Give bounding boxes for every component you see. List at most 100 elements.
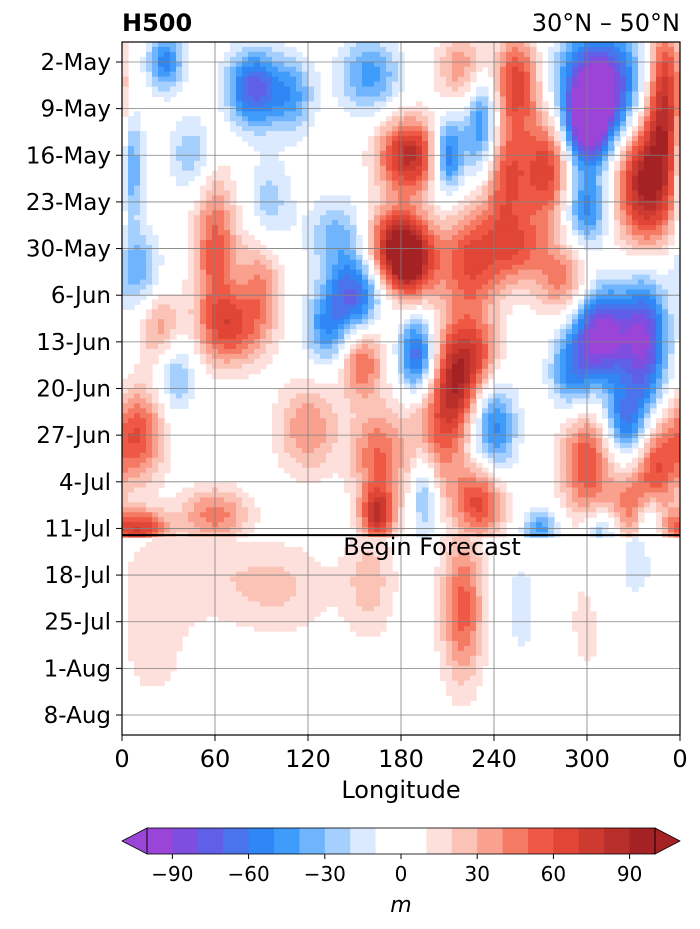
field-cell (350, 244, 357, 251)
field-cell (260, 284, 267, 291)
field-cell (140, 363, 147, 370)
field-cell (170, 393, 177, 399)
field-cell (188, 145, 195, 152)
field-cell (596, 150, 603, 157)
field-cell (536, 180, 543, 187)
field-cell (260, 116, 267, 122)
field-cell (578, 368, 585, 375)
field-cell (218, 61, 225, 68)
field-cell (542, 220, 549, 226)
field-cell (524, 269, 531, 276)
field-cell (224, 210, 231, 216)
field-cell (554, 185, 561, 192)
field-cell (422, 210, 429, 216)
field-cell (446, 353, 453, 360)
field-cell (476, 274, 483, 281)
field-cell (176, 319, 183, 325)
field-cell (386, 210, 393, 216)
field-cell (392, 180, 399, 187)
field-cell (152, 61, 159, 68)
field-cell (236, 230, 243, 236)
field-cell (410, 304, 417, 310)
field-cell (464, 56, 471, 63)
field-cell (506, 160, 513, 167)
field-cell (548, 230, 555, 236)
field-cell (500, 145, 507, 152)
field-cell (470, 230, 477, 236)
field-cell (380, 51, 387, 58)
field-cell (206, 368, 213, 375)
field-cell (524, 249, 531, 256)
field-cell (674, 141, 680, 147)
field-cell (458, 358, 465, 365)
field-cell (602, 121, 609, 127)
field-cell (500, 205, 507, 211)
field-cell (380, 190, 387, 197)
field-cell (596, 170, 603, 177)
field-cell (554, 86, 561, 93)
field-cell (674, 131, 680, 137)
field-cell (362, 51, 369, 58)
field-cell (482, 244, 489, 251)
field-cell (266, 190, 273, 197)
field-cell (668, 116, 675, 122)
field-cell (560, 274, 567, 281)
field-cell (506, 205, 513, 211)
field-cell (506, 388, 513, 395)
field-cell (422, 269, 429, 276)
field-cell (572, 61, 579, 68)
field-cell (326, 294, 333, 300)
field-cell (380, 46, 387, 53)
field-cell (434, 210, 441, 216)
field-cell (308, 220, 315, 226)
field-cell (590, 343, 597, 350)
field-cell (548, 348, 555, 355)
field-cell (608, 304, 615, 310)
field-cell (368, 220, 375, 226)
field-cell (506, 249, 513, 256)
field-cell (128, 230, 135, 236)
field-cell (602, 150, 609, 157)
field-cell (410, 180, 417, 187)
field-cell (392, 51, 399, 58)
field-cell (494, 81, 501, 88)
field-cell (278, 334, 285, 340)
field-cell (344, 66, 351, 73)
field-cell (542, 294, 549, 300)
field-cell (422, 363, 429, 370)
field-cell (674, 96, 680, 102)
field-cell (446, 56, 453, 63)
field-cell (512, 195, 519, 201)
field-cell (590, 131, 597, 137)
field-cell (608, 274, 615, 281)
field-cell (464, 304, 471, 310)
field-cell (440, 136, 447, 142)
field-cell (326, 274, 333, 281)
field-cell (494, 66, 501, 73)
field-cell (482, 383, 489, 390)
field-cell (320, 240, 327, 246)
field-cell (548, 269, 555, 276)
field-cell (230, 353, 237, 360)
field-cell (530, 51, 537, 58)
field-cell (386, 150, 393, 157)
field-cell (548, 160, 555, 167)
field-cell (224, 56, 231, 63)
field-cell (278, 51, 285, 58)
field-cell (236, 254, 243, 261)
field-cell (248, 96, 255, 102)
field-cell (602, 185, 609, 192)
field-cell (308, 329, 315, 335)
field-cell (572, 56, 579, 63)
field-cell (230, 319, 237, 325)
field-cell (560, 343, 567, 350)
field-cell (272, 86, 279, 93)
field-cell (140, 66, 147, 73)
field-cell (128, 175, 135, 182)
field-cell (518, 264, 525, 271)
field-cell (260, 106, 267, 112)
field-cell (536, 244, 543, 251)
field-cell (458, 279, 465, 286)
field-cell (548, 155, 555, 162)
field-cell (368, 230, 375, 236)
